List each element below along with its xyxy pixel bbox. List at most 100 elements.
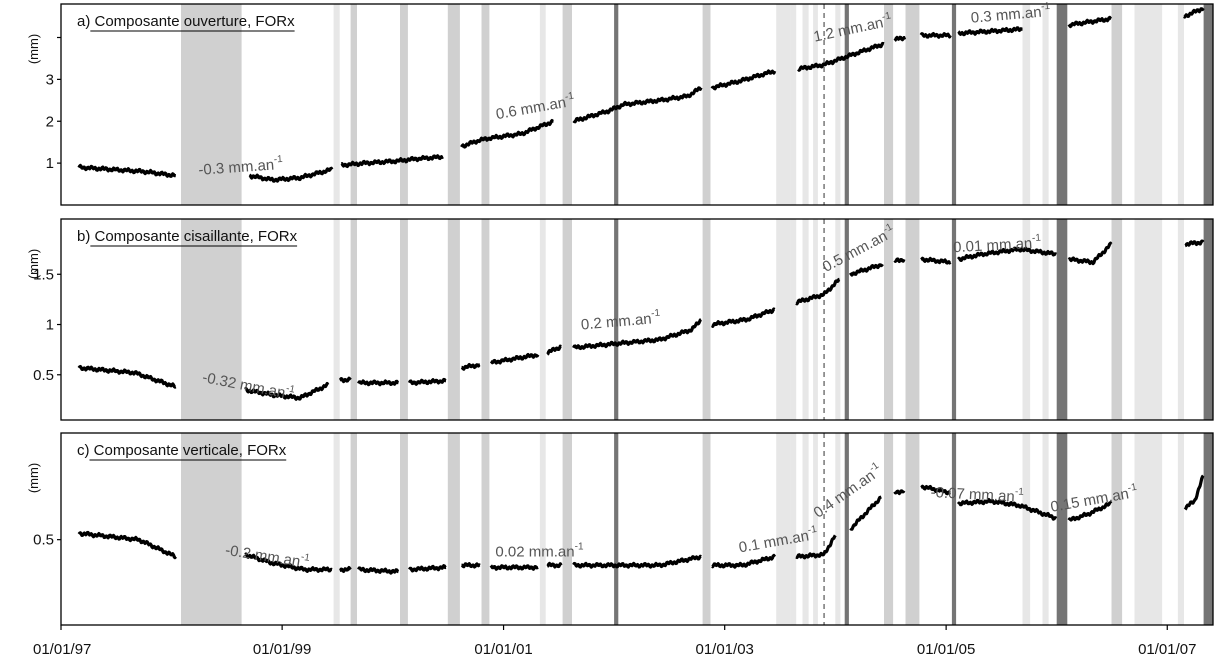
shaded-band (790, 4, 797, 205)
series-line (357, 379, 400, 387)
rate-exponent: -1 (300, 552, 311, 564)
shaded-band (802, 4, 809, 205)
series-line (795, 534, 837, 560)
rate-exponent: -1 (1041, 1, 1051, 13)
shaded-band (844, 4, 849, 205)
series-line (1183, 474, 1205, 511)
series-line (710, 307, 776, 328)
shaded-band (702, 219, 711, 420)
shaded-band (813, 4, 818, 205)
shaded-band (802, 433, 809, 625)
shaded-band (400, 219, 408, 420)
axes-frame (60, 3, 1214, 206)
shaded-band (1056, 433, 1068, 625)
shaded-band (776, 433, 791, 625)
shaded-band (181, 433, 242, 625)
shaded-band (1177, 219, 1184, 420)
series-line (956, 498, 1058, 521)
series-line (408, 564, 447, 573)
shaded-band (1111, 433, 1123, 625)
series-line (1067, 241, 1113, 266)
shaded-band (884, 433, 894, 625)
series-line (244, 552, 333, 573)
panel-1: 0.5 1 1.5(mm) b) Composante cisaillante, FO… (26, 218, 1214, 421)
rate-exponent: -1 (273, 154, 283, 166)
series-line (357, 566, 400, 575)
shaded-band (333, 433, 340, 625)
series-line (957, 246, 1058, 262)
y-axis-label: (mm) (26, 463, 41, 493)
shaded-band (905, 4, 920, 205)
shaded-band (447, 4, 460, 205)
shaded-band (1022, 433, 1031, 625)
rate-exponent: -1 (651, 308, 661, 320)
shaded-band (350, 219, 357, 420)
shaded-band (333, 219, 340, 420)
shaded-band (1177, 4, 1184, 205)
rate-exponent: -1 (881, 10, 892, 23)
series-line (546, 344, 562, 356)
series-line (711, 553, 777, 569)
shaded-band (1042, 4, 1049, 205)
panel-title: c) Composante verticale, FORx (77, 442, 287, 459)
rate-annotation: 0.2 mm.an-1 (580, 308, 662, 334)
series-line (489, 564, 539, 571)
rate-annotation: 0.01 mm.an-1 (953, 233, 1042, 257)
y-tick-label: 1.5 (33, 266, 54, 283)
series-line (1184, 239, 1205, 248)
panel-2: 0.5(mm)c) Composante verticale, FORx-0.2… (26, 432, 1214, 626)
rate-value: 0.2 mm.an (580, 310, 652, 333)
rate-value: 0.3 mm.an (970, 4, 1042, 27)
shaded-band (790, 219, 797, 420)
shaded-band (1022, 4, 1031, 205)
rate-annotation: 0.3 mm.an-1 (970, 1, 1052, 27)
panel-0: 1 2 3 (mm) a) Composante ouverture, FORx -0.3… (26, 1, 1214, 206)
shaded-band (835, 219, 841, 420)
shaded-band (1203, 433, 1213, 625)
shaded-band (539, 219, 546, 420)
series-line (920, 256, 952, 265)
shaded-band (350, 4, 357, 205)
rate-value: 0.5 mm.an (820, 228, 891, 276)
shaded-band (1203, 4, 1213, 205)
series-line (849, 495, 883, 531)
shaded-band (776, 219, 791, 420)
series-line (572, 554, 702, 569)
shaded-band (951, 433, 957, 625)
shaded-band (181, 219, 242, 420)
shaded-band (1134, 4, 1163, 205)
shaded-band (1111, 4, 1123, 205)
rate-exponent: -1 (564, 91, 575, 103)
shaded-band (802, 219, 809, 420)
shaded-band (844, 433, 849, 625)
y-tick-label: 2 (46, 113, 54, 130)
shaded-band (1111, 219, 1123, 420)
shaded-band (1056, 219, 1068, 420)
shaded-band (905, 433, 920, 625)
shaded-band (481, 219, 490, 420)
shaded-band (614, 219, 619, 420)
series-line (244, 381, 330, 401)
shaded-band (447, 219, 460, 420)
shaded-band (181, 4, 242, 205)
rate-exponent: -1 (1032, 233, 1042, 244)
shaded-band (350, 433, 357, 625)
shaded-band (884, 219, 894, 420)
y-axis-label: (mm) (26, 34, 41, 64)
series-line (1067, 15, 1113, 29)
shaded-band (333, 4, 340, 205)
series-line (77, 163, 177, 178)
shaded-band (400, 433, 408, 625)
panel-title: a) Composante ouverture, FORx (77, 13, 295, 30)
shaded-band (702, 4, 711, 205)
series-line (77, 364, 177, 389)
rate-value: 0.02 mm.an (495, 544, 574, 561)
series-line (919, 31, 952, 39)
shaded-band (1134, 433, 1163, 625)
shaded-band (614, 433, 619, 625)
shaded-band (702, 433, 711, 625)
shaded-band (813, 219, 818, 420)
shaded-band (776, 4, 791, 205)
x-tick-label: 01/01/01 (474, 641, 532, 658)
x-tick-label: 01/01/05 (917, 641, 975, 658)
